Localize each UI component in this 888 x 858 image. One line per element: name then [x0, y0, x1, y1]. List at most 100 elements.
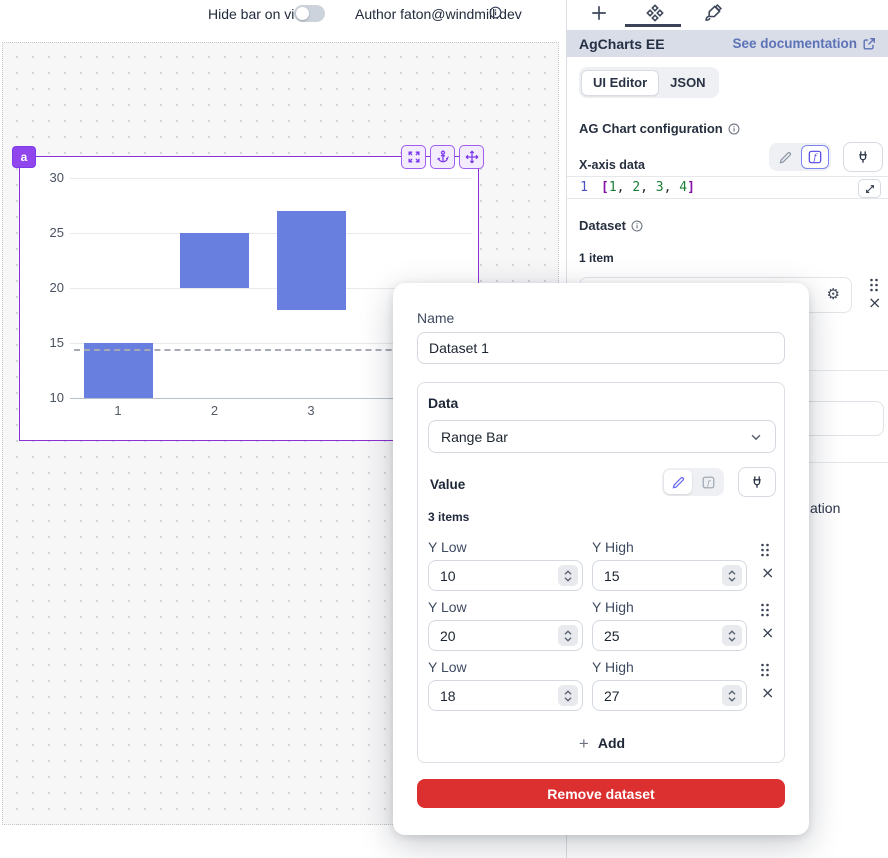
x-axis-tick-label: 1: [114, 403, 122, 418]
author-label: Author faton@windmill.dev: [355, 6, 522, 22]
occluded-label-fragment: ation: [810, 500, 841, 516]
drag-handle-icon: [761, 603, 769, 617]
value-row: Y Low Y High ×: [428, 599, 776, 659]
see-documentation-link[interactable]: See documentation: [732, 36, 876, 51]
row-remove-icon[interactable]: ×: [761, 623, 775, 642]
expression-edit-button[interactable]: f: [801, 145, 829, 169]
stepper-control[interactable]: [722, 685, 742, 706]
config-label-text: AG Chart configuration: [579, 121, 723, 136]
dataset-drag-handle[interactable]: [869, 278, 879, 292]
active-tab-underline: [625, 24, 681, 27]
svg-text:f: f: [812, 152, 818, 162]
value-input-mode-group: f: [662, 468, 724, 496]
function-icon: f: [808, 150, 822, 164]
info-icon: [631, 220, 643, 231]
add-value-button[interactable]: + Add: [428, 728, 776, 758]
plug-icon: [753, 476, 761, 488]
gridline: [70, 343, 472, 344]
plus-icon: +: [578, 733, 589, 753]
anchor-component-button[interactable]: [430, 145, 455, 169]
expand-editor-button[interactable]: [858, 179, 881, 198]
dataset-modal: Name Data Range Bar Value: [393, 283, 809, 835]
gridline: [70, 178, 472, 179]
code-line-number: 1: [580, 180, 588, 195]
crosshair-dashed-line: [74, 348, 472, 351]
gridline: [70, 233, 472, 234]
component-id-badge: a: [12, 146, 36, 168]
y-high-input[interactable]: [592, 560, 747, 591]
svg-text:f: f: [706, 478, 711, 487]
data-type-select[interactable]: Range Bar: [428, 420, 776, 453]
pencil-icon: [672, 476, 684, 489]
editor-topbar: Hide bar on view Author faton@windmill.d…: [0, 0, 566, 40]
y-low-label: Y Low: [428, 599, 467, 615]
add-component-tab[interactable]: [590, 4, 608, 22]
hide-bar-toggle[interactable]: [294, 5, 325, 22]
static-edit-button[interactable]: [664, 470, 692, 494]
dataset-remove-icon[interactable]: ×: [868, 293, 882, 312]
tab-ui-editor[interactable]: UI Editor: [581, 69, 660, 96]
value-row: Y Low Y High ×: [428, 539, 776, 599]
anchor-icon: [436, 150, 449, 163]
expression-edit-button[interactable]: f: [694, 470, 722, 494]
value-row: Y Low Y High ×: [428, 659, 776, 719]
row-drag-handle[interactable]: [760, 543, 774, 557]
plug-icon: [859, 151, 867, 163]
range-bar-chart: 10152025301234: [20, 157, 478, 440]
external-link-icon: [863, 37, 875, 50]
y-low-input[interactable]: [428, 680, 583, 711]
row-drag-handle[interactable]: [760, 663, 774, 677]
expand-component-button[interactable]: [401, 145, 426, 169]
stepper-control[interactable]: [722, 625, 742, 646]
remove-dataset-button[interactable]: Remove dataset: [417, 779, 785, 808]
xaxis-connect-button[interactable]: [843, 142, 883, 172]
hide-bar-label: Hide bar on view: [208, 6, 313, 22]
row-drag-handle[interactable]: [760, 603, 774, 617]
row-remove-icon[interactable]: ×: [761, 563, 775, 582]
components-tab[interactable]: [646, 4, 664, 22]
y-high-label: Y High: [592, 539, 634, 555]
dataset-section-label: Dataset: [579, 218, 643, 233]
y-axis-tick-label: 25: [49, 225, 64, 240]
move-component-button[interactable]: [459, 145, 484, 169]
y-high-input[interactable]: [592, 680, 747, 711]
stepper-control[interactable]: [558, 685, 578, 706]
xaxis-code-editor[interactable]: 1 [1, 2, 3, 4]: [567, 176, 888, 199]
drag-handle-icon: [761, 663, 769, 677]
x-axis-tick-label: 3: [307, 403, 315, 418]
gear-icon[interactable]: ⚙: [826, 286, 840, 303]
dataset-label-text: Dataset: [579, 218, 626, 233]
value-label: Value: [430, 477, 466, 492]
stepper-control[interactable]: [722, 565, 742, 586]
info-icon: [728, 123, 740, 134]
component-title: AgCharts EE: [579, 35, 665, 52]
expand-diagonal-icon: [865, 184, 874, 193]
move-icon: [464, 150, 479, 164]
value-items-count: 3 items: [428, 510, 470, 524]
y-low-input[interactable]: [428, 560, 583, 591]
xaxis-data-label: X-axis data: [579, 158, 646, 172]
static-edit-button[interactable]: [771, 145, 799, 169]
y-high-input[interactable]: [592, 620, 747, 651]
plus-icon: [592, 6, 606, 20]
tab-json[interactable]: JSON: [670, 75, 706, 90]
expand-icon: [407, 151, 420, 163]
dataset-count: 1 item: [579, 251, 614, 265]
dataset-name-input[interactable]: [417, 332, 785, 364]
value-connect-button[interactable]: [738, 467, 776, 497]
y-low-input[interactable]: [428, 620, 583, 651]
y-low-label: Y Low: [428, 539, 467, 555]
stepper-control[interactable]: [558, 565, 578, 586]
styling-tab[interactable]: [704, 4, 722, 22]
range-bar: [180, 233, 249, 288]
info-icon: [489, 6, 502, 19]
component-header: AgCharts EE See documentation: [567, 30, 888, 57]
data-type-value: Range Bar: [441, 428, 508, 445]
y-high-label: Y High: [592, 659, 634, 675]
row-remove-icon[interactable]: ×: [761, 683, 775, 702]
config-section-label: AG Chart configuration: [579, 121, 740, 136]
gridline: [70, 398, 472, 399]
stepper-control[interactable]: [558, 625, 578, 646]
data-group: Data Range Bar Value f: [417, 382, 785, 763]
